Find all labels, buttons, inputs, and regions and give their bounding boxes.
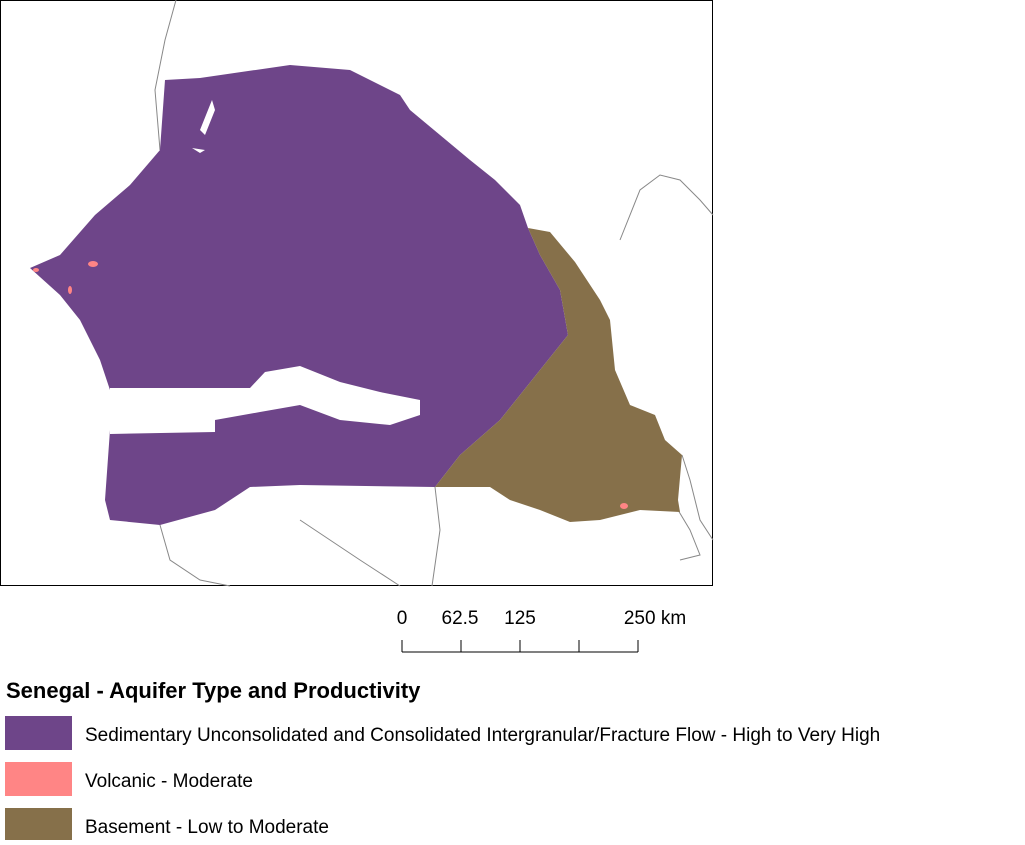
volcanic-spots xyxy=(33,261,628,509)
map xyxy=(0,0,714,587)
legend-title: Senegal - Aquifer Type and Productivity xyxy=(6,678,421,703)
scale-label: 62.5 xyxy=(442,608,479,629)
legend-label: Volcanic - Moderate xyxy=(85,771,253,792)
scale-label: 125 xyxy=(504,608,536,629)
legend-label: Basement - Low to Moderate xyxy=(85,817,329,838)
neighbor-borders xyxy=(154,0,714,587)
basement-region xyxy=(435,228,682,522)
scale-label: 0 xyxy=(397,608,408,629)
scale-bar: 0 62.5 125 250 km xyxy=(397,608,686,653)
gambia xyxy=(110,366,420,434)
legend-swatch xyxy=(5,716,72,750)
legend-label: Sedimentary Unconsolidated and Consolida… xyxy=(85,725,880,746)
legend-swatch xyxy=(5,808,72,842)
legend: Senegal - Aquifer Type and Productivity … xyxy=(5,678,880,842)
legend-swatch xyxy=(5,762,72,796)
lakes xyxy=(192,100,215,153)
scale-label: 250 km xyxy=(624,608,686,629)
